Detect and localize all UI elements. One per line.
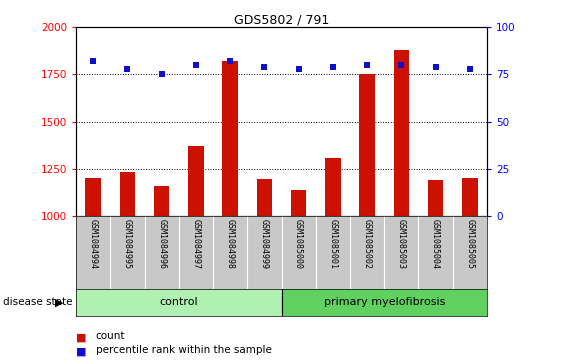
Text: GSM1084995: GSM1084995 xyxy=(123,219,132,269)
Bar xyxy=(282,289,487,316)
Text: ▶: ▶ xyxy=(55,297,64,307)
Text: primary myelofibrosis: primary myelofibrosis xyxy=(324,297,445,307)
Text: GSM1085002: GSM1085002 xyxy=(363,219,372,269)
Bar xyxy=(359,74,375,216)
Bar xyxy=(188,146,204,216)
Point xyxy=(226,58,235,64)
Text: count: count xyxy=(96,331,125,341)
Text: GSM1085005: GSM1085005 xyxy=(466,219,475,269)
Bar xyxy=(222,61,238,216)
Point xyxy=(363,62,372,68)
Point xyxy=(466,66,475,72)
Text: GSM1085003: GSM1085003 xyxy=(397,219,406,269)
Bar xyxy=(76,289,282,316)
Text: GSM1084997: GSM1084997 xyxy=(191,219,200,269)
Point xyxy=(431,64,440,70)
Text: GSM1085000: GSM1085000 xyxy=(294,219,303,269)
Text: GSM1084999: GSM1084999 xyxy=(260,219,269,269)
Bar xyxy=(291,189,306,216)
Bar xyxy=(394,50,409,216)
Text: GSM1085001: GSM1085001 xyxy=(328,219,337,269)
Bar xyxy=(120,172,135,216)
Point xyxy=(88,58,97,64)
Bar xyxy=(428,180,443,216)
Point xyxy=(328,64,337,70)
Point xyxy=(294,66,303,72)
Text: percentile rank within the sample: percentile rank within the sample xyxy=(96,345,271,355)
Text: GSM1084994: GSM1084994 xyxy=(88,219,97,269)
Title: GDS5802 / 791: GDS5802 / 791 xyxy=(234,13,329,26)
Text: ■: ■ xyxy=(76,333,87,343)
Text: GSM1085004: GSM1085004 xyxy=(431,219,440,269)
Point xyxy=(157,72,166,77)
Bar xyxy=(154,186,169,216)
Text: control: control xyxy=(159,297,198,307)
Text: GSM1084998: GSM1084998 xyxy=(226,219,235,269)
Bar xyxy=(325,158,341,216)
Bar xyxy=(86,178,101,216)
Point xyxy=(123,66,132,72)
Point xyxy=(397,62,406,68)
Text: ■: ■ xyxy=(76,347,87,357)
Point xyxy=(260,64,269,70)
Point xyxy=(191,62,200,68)
Bar xyxy=(257,179,272,216)
Text: GSM1084996: GSM1084996 xyxy=(157,219,166,269)
Bar xyxy=(462,178,477,216)
Text: disease state: disease state xyxy=(3,297,72,307)
